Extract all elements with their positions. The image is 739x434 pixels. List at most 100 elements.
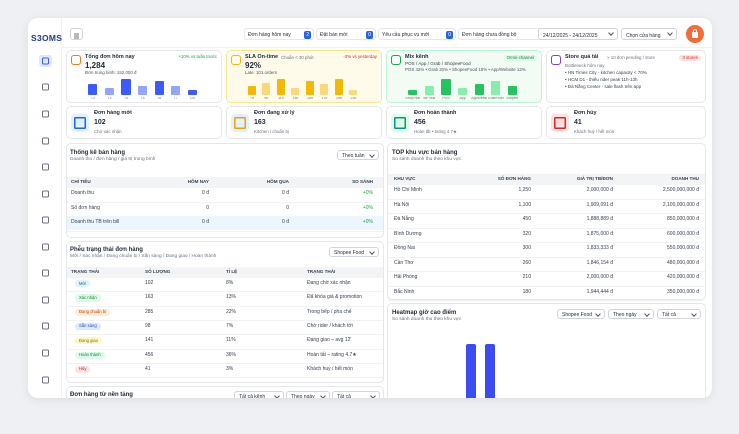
filter-select[interactable]: Tất cả xyxy=(657,309,701,319)
period-select[interactable]: Theo tuần xyxy=(337,150,379,160)
row-divider xyxy=(67,348,383,350)
sidebar-icon[interactable] xyxy=(39,294,52,306)
status-title: Đơn hoàn thành xyxy=(414,110,457,116)
table-cell: 2,000,000 đ xyxy=(586,187,613,193)
sidebar-icon[interactable] xyxy=(39,320,52,332)
kpi-badge: -3% vs yesterday xyxy=(343,54,377,59)
kpi-card: Tổng đơn hôm nay +10% vs tuần trước 1,284 Đ… xyxy=(66,50,222,103)
row-divider xyxy=(67,319,383,321)
row-divider xyxy=(388,213,705,214)
sidebar-icon[interactable] xyxy=(39,188,52,200)
kpi-sub: POS 42% • Grab 20% • ShopeeFood 18% • Ap… xyxy=(405,67,526,72)
icon xyxy=(42,163,49,171)
table-cell: +0% xyxy=(362,219,373,225)
sales-stats-panel: Thống kê bán hàng Doanh thu / đơn hàng / … xyxy=(66,143,384,238)
filter-select[interactable]: Theo ngày xyxy=(608,309,654,319)
table-cell: 8% xyxy=(226,280,234,286)
filter-select[interactable]: Tất cả xyxy=(332,391,380,398)
table-header: SỐ LƯỢNG xyxy=(145,269,171,274)
mini-bar xyxy=(408,89,418,95)
sidebar-icon[interactable] xyxy=(39,81,52,93)
icon xyxy=(42,269,49,277)
kpi-icon xyxy=(391,55,401,65)
status-value: 41 xyxy=(574,119,582,126)
filter-select[interactable]: Theo ngày xyxy=(286,391,330,398)
mini-bar xyxy=(458,87,468,95)
cart-button[interactable] xyxy=(686,25,704,43)
notification-chip[interactable]: Đơn hàng hôm nay 2 xyxy=(244,28,314,40)
table-cell: Sẵn sàng xyxy=(75,322,101,331)
kpi-note: > 10 đơn pending / store xyxy=(607,54,655,60)
table-cell: Đang chuẩn bị xyxy=(75,308,111,316)
table-cell: 450 xyxy=(522,216,531,222)
table-cell: Đồng Nai xyxy=(394,245,415,251)
table-cell: 285 xyxy=(145,308,154,315)
kpi-card: Mix kênh Omni-channel POS / App / Grab / S… xyxy=(386,50,542,103)
table-cell: 7% xyxy=(226,322,234,329)
heatmap-panel: Heatmap giờ cao điểm So sánh doanh thu th… xyxy=(387,303,706,398)
overload-item: • HCM D1 - thiếu rider peak 11h-13h xyxy=(565,77,638,82)
table-cell: 98 xyxy=(145,322,151,329)
mini-bar xyxy=(491,80,501,95)
panel-title: Heatmap giờ cao điểm xyxy=(392,310,457,316)
icon xyxy=(42,83,49,91)
row-divider xyxy=(388,271,705,272)
status-value: 456 xyxy=(414,119,426,126)
table-cell: Mới xyxy=(75,280,91,288)
mini-bar-label: T4 xyxy=(123,97,129,100)
sidebar-icon[interactable] xyxy=(39,108,52,120)
table-header: DOANH THU xyxy=(671,176,699,181)
status-title: Đơn đang xử lý xyxy=(254,110,295,116)
mini-bar-label: CN xyxy=(189,97,195,100)
kpi-value: 1,284 xyxy=(85,61,106,70)
mini-bar-label: T5 xyxy=(140,97,145,100)
menu-button[interactable] xyxy=(70,28,83,40)
sidebar-icon[interactable] xyxy=(39,267,52,279)
table-cell: Trong bếp / pha chế xyxy=(307,308,352,315)
notification-chip[interactable]: Đặt bàn mới 0 xyxy=(316,28,376,40)
table-cell: 1,875,000 đ xyxy=(586,230,613,237)
mini-bar xyxy=(138,86,148,95)
notification-chip[interactable]: Đơn hàng chưa đồng bộ0 xyxy=(458,28,550,40)
table-cell: 1,944,444 đ xyxy=(586,288,613,295)
mini-bar xyxy=(262,82,271,95)
row-divider xyxy=(67,201,383,203)
table-cell: 0 xyxy=(286,204,289,211)
sidebar-icon[interactable] xyxy=(39,161,52,173)
icon xyxy=(42,137,49,145)
mini-bar xyxy=(247,86,256,95)
table-cell: 320 xyxy=(522,230,531,237)
store-select[interactable]: Chọn cửa hàng xyxy=(621,28,677,40)
panel-title: Phễu trạng thái đơn hàng xyxy=(70,247,143,253)
sidebar-icon[interactable] xyxy=(39,347,52,359)
mini-bar xyxy=(171,86,181,95)
sidebar-icon[interactable] xyxy=(39,214,52,226)
sidebar-icon[interactable] xyxy=(39,55,52,67)
table-cell: +0% xyxy=(362,204,373,211)
sidebar-icon[interactable] xyxy=(39,241,52,253)
mini-bar-label: 15h xyxy=(306,97,313,100)
filter-select[interactable]: Shopee Food xyxy=(557,309,605,319)
mini-bar xyxy=(334,79,343,95)
dashboard: S3OMS Đơn hàng hôm nay 2 Đặt bàn mới 0 Yêu cầ… xyxy=(28,18,712,398)
table-cell: 102 xyxy=(145,280,154,286)
table-header: SỐ ĐƠN HÀNG xyxy=(497,176,531,181)
table-cell: 41 xyxy=(145,365,151,372)
date-range[interactable]: 24/12/2025 - 24/12/2025 xyxy=(538,28,618,40)
mini-bar-label: 17h xyxy=(321,97,328,100)
icon xyxy=(42,376,49,384)
mini-bar xyxy=(320,84,329,95)
notification-chip[interactable]: Yêu cầu phục vụ mới 0 xyxy=(378,28,456,40)
kpi-icon xyxy=(551,55,561,65)
overload-item: • Đà Nẵng Center - sale flash trên app xyxy=(565,84,642,89)
table-cell: 141 xyxy=(145,337,154,344)
channel-select[interactable]: Shopee Food xyxy=(329,247,379,257)
mini-bar-label: 11h xyxy=(278,97,284,100)
mini-bar xyxy=(349,89,358,95)
sidebar-icon[interactable] xyxy=(39,135,52,147)
chip-count: 0 xyxy=(366,31,373,39)
filter-select[interactable]: Tất cả kênh xyxy=(234,391,284,398)
chip-count: 2 xyxy=(304,31,311,39)
kpi-sub: Đơn trung bình: 152,000 đ xyxy=(85,70,137,75)
sidebar-icon[interactable] xyxy=(39,374,52,386)
